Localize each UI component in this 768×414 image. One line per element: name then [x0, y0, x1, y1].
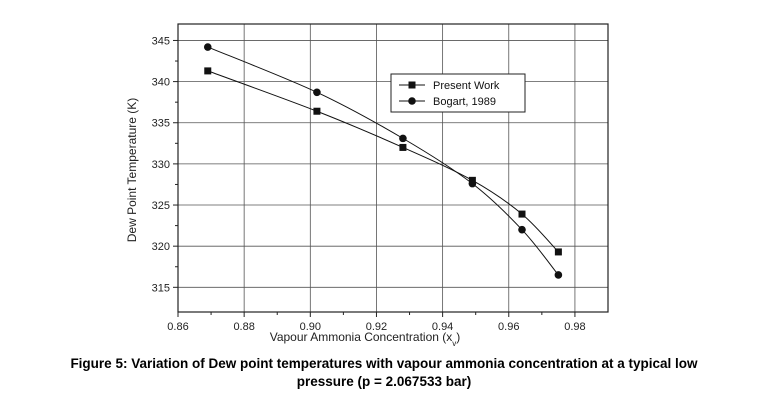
legend-label-2: Bogart, 1989 — [433, 96, 496, 108]
caption-line-2: pressure (p = 2.067533 bar) — [296, 374, 472, 389]
y-tick-label: 320 — [152, 241, 170, 253]
y-tick-label: 330 — [152, 159, 170, 171]
x-axis-ticks: 0.86 0.88 0.90 0.92 0.94 0.96 0.98 — [167, 312, 586, 333]
series-2-point — [468, 179, 477, 188]
x-tick-label: 0.94 — [432, 321, 453, 333]
y-tick-label: 315 — [152, 282, 170, 294]
x-tick-label: 0.92 — [366, 321, 387, 333]
y-tick-label: 340 — [152, 77, 170, 89]
legend-box — [390, 73, 526, 113]
y-tick-label: 335 — [152, 118, 170, 130]
series-1-point — [313, 107, 321, 115]
series-2-point — [399, 134, 407, 143]
y-axis-ticks: 315 320 325 330 335 340 345 — [152, 35, 178, 294]
legend-label-1: Present Work — [433, 80, 500, 92]
plot-axes — [177, 23, 609, 313]
plot-frame — [177, 23, 609, 313]
x-axis-title: Vapour Ammonia Concentration (xv) — [270, 330, 461, 348]
x-tick-label: 0.88 — [233, 321, 254, 333]
legend-marker-1 — [408, 81, 416, 89]
dew-point-chart: 0.86 0.88 0.90 0.92 0.94 0.96 0.98 315 320 325 33… — [125, 23, 609, 348]
series-1-point — [399, 143, 407, 151]
y-tick-label: 345 — [152, 35, 170, 47]
caption-line-1: Figure 5: Variation of Dew point tempera… — [70, 356, 698, 371]
series-1-point — [554, 248, 562, 256]
grid-lines — [177, 24, 608, 312]
x-tick-label: 0.90 — [300, 321, 321, 333]
x-tick-label: 0.96 — [498, 321, 519, 333]
legend: Present Work Bogart, 1989 — [390, 73, 526, 113]
legend-marker-2 — [408, 97, 416, 105]
series-1-point — [204, 67, 212, 75]
series-2-point — [518, 225, 526, 234]
x-tick-label: 0.98 — [564, 321, 585, 333]
y-tick-label: 325 — [152, 200, 170, 212]
y-axis-title: Dew Point Temperature (K) — [125, 98, 139, 243]
series-2-point — [554, 271, 563, 279]
series-2-point — [203, 43, 212, 51]
figure-caption: Figure 5: Variation of Dew point tempera… — [0, 355, 768, 391]
series-2-point — [313, 88, 321, 97]
data-series — [203, 43, 563, 279]
series-1-point — [518, 210, 526, 218]
x-tick-label: 0.86 — [167, 321, 188, 333]
